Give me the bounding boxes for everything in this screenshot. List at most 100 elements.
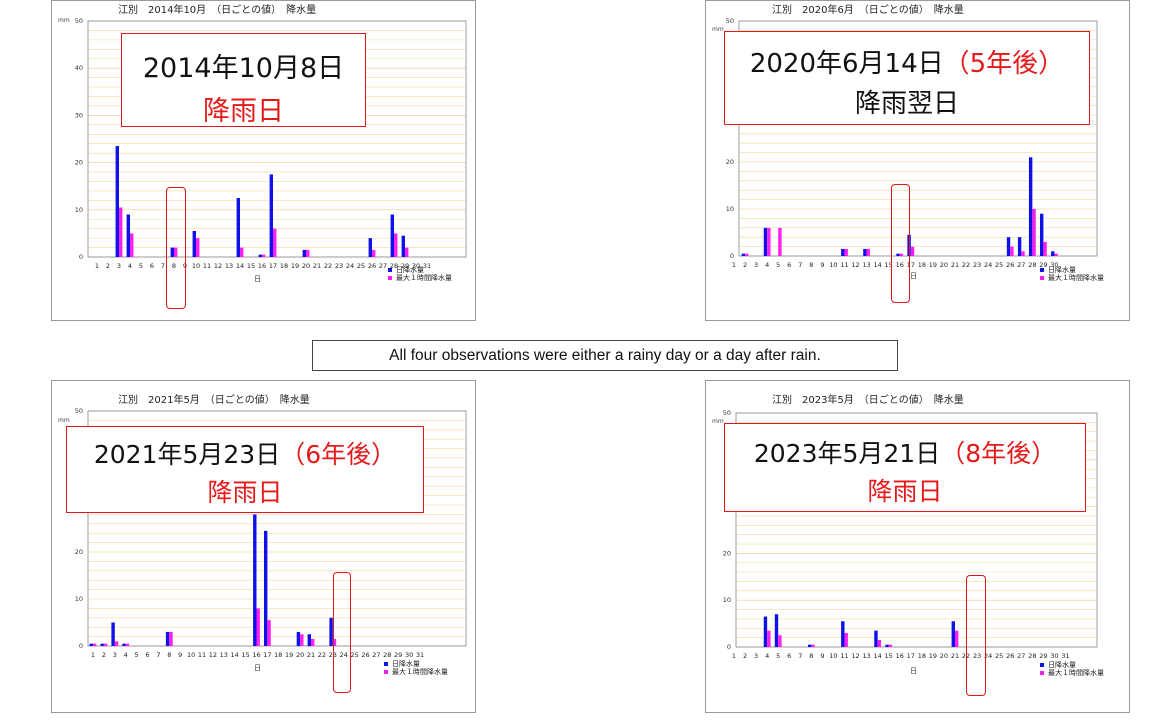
- bar-daily-day-15: [885, 644, 889, 647]
- x-tick-label: 8: [167, 651, 171, 659]
- x-tick-label: 29: [401, 262, 409, 270]
- bar-hourly-day-15: [888, 644, 893, 647]
- bar-daily-day-29: [401, 235, 405, 257]
- x-tick-label: 23: [335, 262, 343, 270]
- x-tick-label: 26: [368, 262, 376, 270]
- x-tick-label: 2: [106, 262, 110, 270]
- x-tick-label: 31: [416, 651, 424, 659]
- bar-daily-day-23: [329, 617, 333, 646]
- y-axis-unit: mm: [58, 417, 70, 424]
- bar-hourly-day-28: [1032, 209, 1036, 256]
- bar-hourly-day-21: [955, 630, 959, 647]
- x-tick-label: 18: [274, 651, 282, 659]
- x-tick-label: 28: [1028, 652, 1036, 660]
- x-tick-label: 30: [1050, 652, 1058, 660]
- plot-frame: [87, 410, 467, 647]
- y-tick-label: 50: [75, 407, 83, 415]
- x-tick-label: 13: [225, 262, 233, 270]
- y-tick-label: 50: [726, 17, 734, 25]
- bar-daily-day-17: [264, 530, 268, 646]
- x-tick-label: 20: [302, 262, 310, 270]
- x-tick-label: 18: [918, 261, 926, 269]
- x-tick-label: 19: [929, 652, 937, 660]
- bar-hourly-day-26: [372, 249, 376, 257]
- bar-daily-day-21: [951, 621, 955, 647]
- x-tick-label: 5: [135, 651, 139, 659]
- x-tick-label: 1: [732, 652, 736, 660]
- x-tick-label: 9: [178, 651, 182, 659]
- x-tick-label: 16: [896, 261, 904, 269]
- x-tick-label: 15: [241, 651, 249, 659]
- x-tick-label: 12: [851, 652, 859, 660]
- bar-daily-day-3: [111, 622, 115, 646]
- x-tick-label: 16: [258, 262, 266, 270]
- callout-note: （5年後）: [943, 49, 1065, 79]
- bar-daily-day-11: [841, 621, 845, 647]
- bar-daily-day-2: [100, 643, 104, 646]
- x-tick-label: 20: [940, 652, 948, 660]
- bar-hourly-day-10: [196, 238, 200, 257]
- legend-item-hourly: 最大１時間降水量: [388, 274, 452, 282]
- bar-hourly-day-5: [778, 635, 782, 647]
- highlight-box: [966, 575, 986, 696]
- bar-daily-day-8: [165, 631, 170, 646]
- bar-daily-day-26: [368, 238, 372, 257]
- bar-hourly-day-2: [745, 253, 749, 256]
- x-tick-label: 29: [1039, 652, 1047, 660]
- bar-daily-day-30: [1051, 251, 1055, 256]
- bar-daily-day-1: [89, 643, 93, 646]
- callout-date: 2014年10月8日: [142, 53, 345, 84]
- y-tick-label: 10: [75, 206, 83, 214]
- x-tick-label: 27: [1017, 652, 1025, 660]
- bar-hourly-day-11: [844, 632, 848, 647]
- x-tick-label: 4: [128, 262, 132, 270]
- x-tick-label: 15: [885, 652, 893, 660]
- bar-hourly-day-16: [899, 253, 904, 256]
- x-tick-label: 13: [862, 652, 870, 660]
- x-tick-label: 30: [1050, 261, 1058, 269]
- x-tick-label: 17: [907, 261, 915, 269]
- x-tick-label: 1: [95, 262, 99, 270]
- bar-hourly-day-27: [1021, 251, 1025, 256]
- callout-date: 2021年5月23日: [93, 440, 281, 469]
- bar-hourly-day-23: [332, 638, 337, 646]
- x-tick-label: 2: [743, 652, 747, 660]
- x-tick-label: 23: [973, 261, 981, 269]
- x-tick-label: 18: [280, 262, 288, 270]
- x-tick-label: 20: [940, 261, 948, 269]
- x-tick-label: 7: [798, 652, 802, 660]
- bar-daily-day-14: [874, 630, 878, 647]
- bar-hourly-day-21: [311, 638, 315, 646]
- x-tick-label: 28: [383, 651, 391, 659]
- x-tick-label: 13: [220, 651, 228, 659]
- bar-daily-day-20: [302, 249, 306, 257]
- bar-hourly-day-3: [114, 641, 119, 646]
- bar-hourly-day-4: [125, 643, 130, 646]
- callout-status: 降雨日: [207, 478, 283, 507]
- y-axis-unit: mm: [712, 418, 724, 425]
- x-tick-label: 14: [231, 651, 239, 659]
- x-tick-label: 9: [820, 261, 824, 269]
- bar-daily-day-14: [236, 198, 240, 257]
- x-tick-label: 19: [285, 651, 293, 659]
- y-tick-label: 50: [75, 17, 83, 25]
- bar-daily-day-16: [896, 253, 900, 256]
- bar-hourly-day-8: [174, 247, 178, 257]
- y-tick-label: 0: [79, 253, 83, 261]
- bar-daily-day-2: [741, 253, 746, 256]
- legend: 日降水量 最大１時間降水量: [384, 660, 448, 676]
- x-tick-label: 11: [840, 652, 848, 660]
- callout-date: 2023年5月21日: [753, 439, 941, 468]
- bar-hourly-day-14: [877, 639, 882, 647]
- x-tick-label: 17: [269, 262, 277, 270]
- bar-daily-day-4: [763, 616, 768, 647]
- chart-title: 江別 2020年6月 （日ごとの値） 降水量: [772, 5, 964, 16]
- x-tick-label: 21: [313, 262, 321, 270]
- x-tick-label: 3: [754, 261, 758, 269]
- bar-daily-day-27: [1017, 237, 1022, 256]
- highlight-box: [333, 572, 351, 693]
- x-tick-label: 8: [172, 262, 176, 270]
- legend-item-daily: 日降水量: [1040, 266, 1104, 274]
- highlight-box: [891, 184, 910, 303]
- x-tick-label: 24: [340, 651, 348, 659]
